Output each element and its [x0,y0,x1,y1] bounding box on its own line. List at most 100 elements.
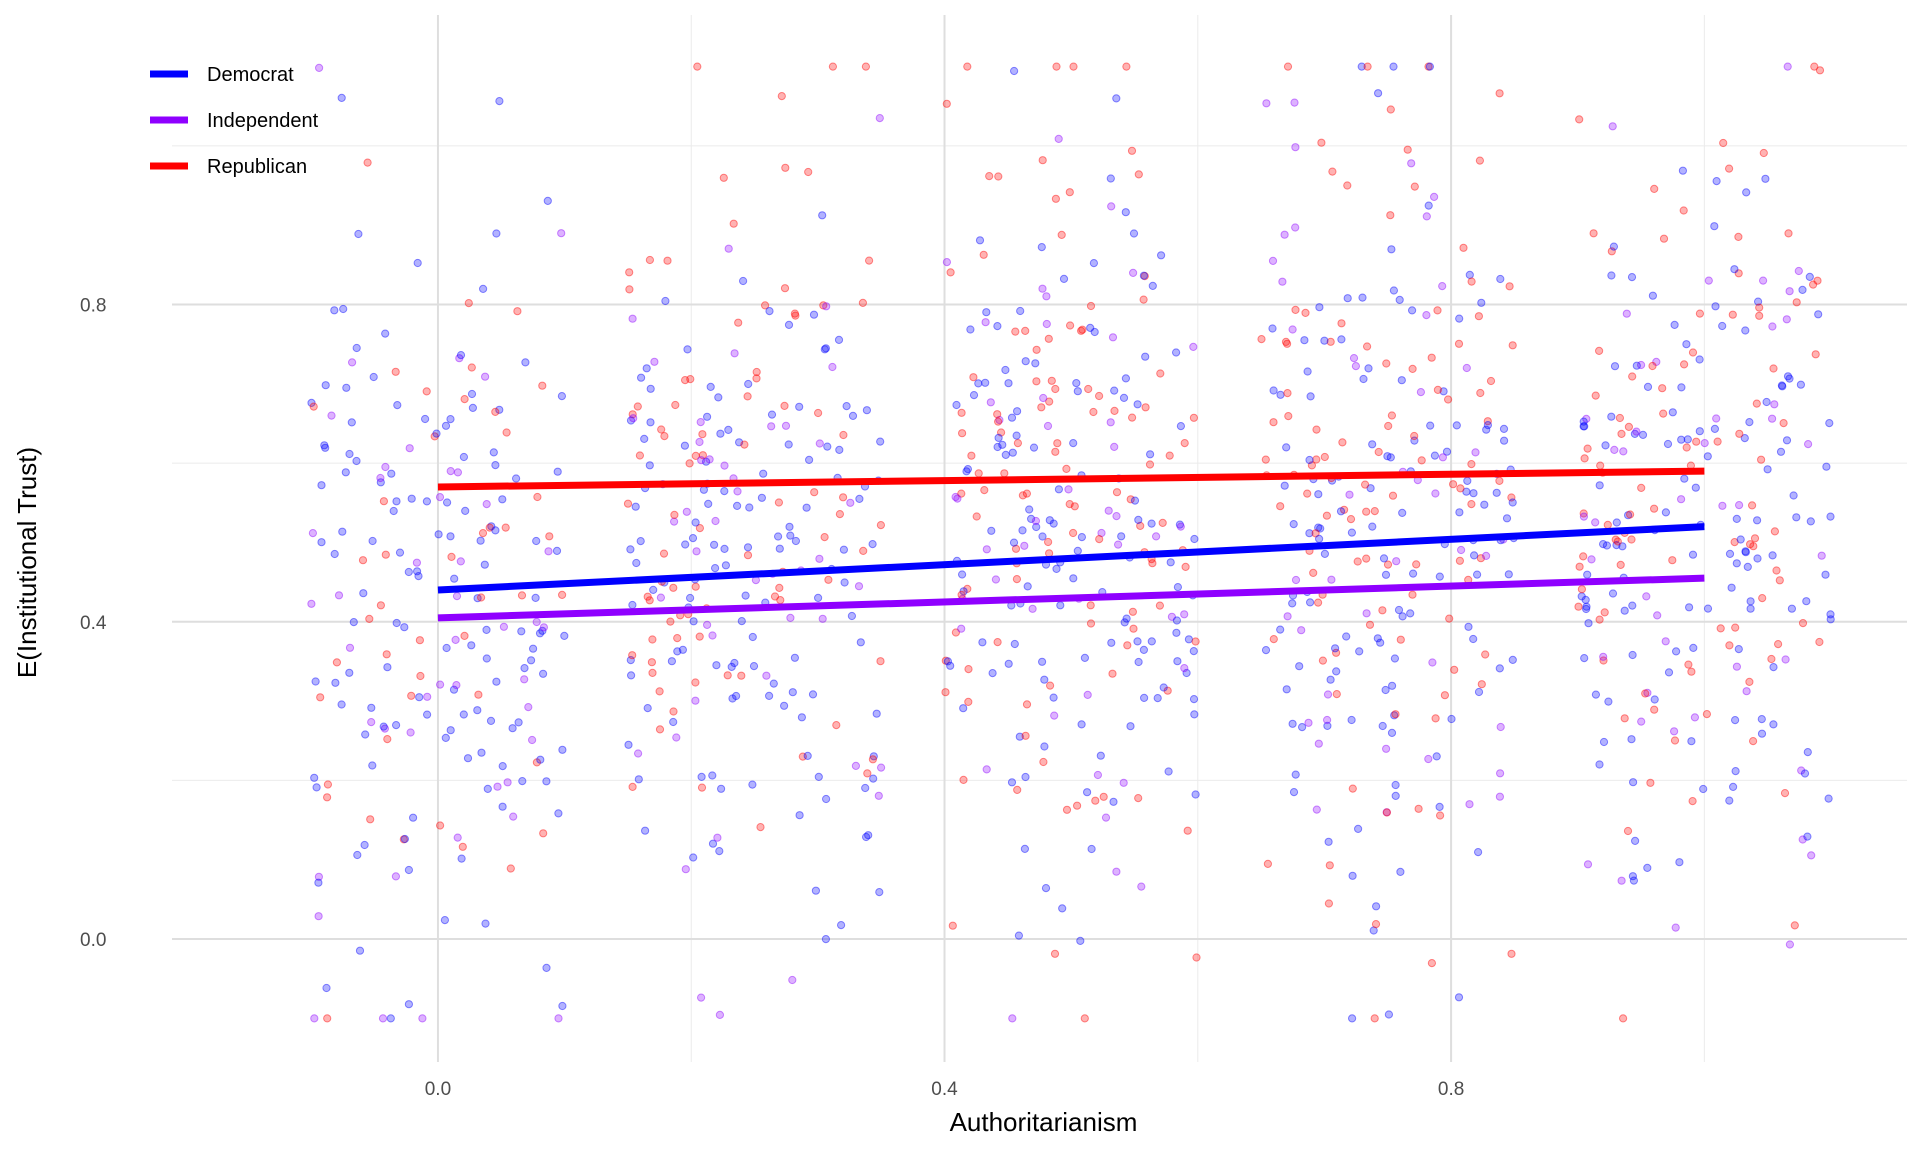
scatter-point-democrat [542,963,551,973]
scatter-point-democrat [626,656,635,665]
scatter-point-independent [412,558,421,567]
scatter-point-republican [1731,623,1740,632]
scatter-point-republican [1719,138,1728,148]
scatter-point-republican [1140,272,1149,281]
scatter-point-independent [818,614,827,623]
scatter-point-democrat [482,625,491,635]
scatter-point-independent [509,812,518,821]
scatter-point-republican [623,499,633,508]
scatter-point-democrat [869,774,878,783]
scatter-point-republican [1474,312,1484,321]
scatter-point-republican [1650,504,1659,513]
scatter-point-democrat [1473,570,1482,579]
scatter-point-republican [1077,326,1086,335]
scatter-point-democrat [642,364,651,373]
scatter-point-democrat [1732,514,1741,524]
scatter-point-republican [686,375,695,384]
scatter-point-democrat [1121,208,1130,217]
scatter-point-democrat [1727,583,1736,592]
scatter-point-democrat [1678,166,1688,175]
scatter-point-democrat [1583,570,1592,579]
scatter-point-republican [415,636,424,645]
scatter-point-democrat [795,402,804,411]
scatter-point-republican [695,524,705,533]
scatter-point-democrat [1741,547,1750,556]
scatter-point-republican [1128,607,1138,616]
scatter-point-independent [696,418,705,427]
scatter-point-democrat [1083,788,1092,797]
scatter-point-independent [348,358,357,367]
scatter-point-democrat [498,762,507,771]
scatter-point-independent [481,372,490,381]
scatter-point-democrat [1663,439,1673,449]
scatter-point-democrat [711,564,720,573]
scatter-point-democrat [1508,655,1517,665]
scatter-point-democrat [1435,802,1444,812]
scatter-point-democrat [811,886,821,895]
scatter-point-independent [982,545,991,554]
scatter-point-independent [692,547,701,556]
scatter-point-democrat [1126,722,1135,731]
scatter-point-independent [1587,555,1596,564]
scatter-point-democrat [1016,306,1025,316]
scatter-point-democrat [1398,508,1407,518]
scatter-point-democrat [1731,716,1740,725]
scatter-point-democrat [1014,931,1024,940]
scatter-point-independent [406,728,415,737]
scatter-point-republican [1396,635,1405,644]
scatter-point-democrat [1390,654,1400,663]
scatter-point-democrat [538,626,547,635]
scatter-point-democrat [1703,604,1713,613]
scatter-point-democrat [386,1014,395,1023]
scatter-point-independent [1297,626,1306,635]
scatter-point-democrat [1004,659,1013,668]
scatter-point-democrat [715,847,724,856]
y-tick-label: 0.0 [80,930,106,951]
scatter-point-democrat [1643,382,1653,391]
scatter-point-independent [1119,778,1128,787]
scatter-point-republican [501,523,510,532]
scatter-point-independent [1457,545,1466,555]
scatter-point-democrat [994,433,1003,442]
scatter-point-republican [669,583,678,592]
scatter-point-independent [953,494,962,503]
scatter-point-independent [730,349,739,358]
scatter-point-democrat [1608,589,1618,598]
x-tick-label: 0.0 [425,1079,451,1100]
scatter-point-independent [1661,637,1670,646]
scatter-point-democrat [1117,532,1126,541]
scatter-point-democrat [1106,174,1115,183]
scatter-point-republican [1758,594,1767,603]
scatter-point-republican [1039,757,1048,767]
scatter-point-independent [1431,489,1440,498]
scatter-point-republican [1044,334,1053,343]
scatter-point-republican [752,374,761,383]
scatter-point-republican [1790,921,1799,930]
scatter-point-republican [1086,619,1096,628]
scatter-point-democrat [321,443,330,452]
scatter-point-republican [1623,826,1633,836]
scatter-point-republican [1123,641,1132,650]
scatter-point-republican [464,299,473,308]
scatter-point-democrat [553,467,562,476]
scatter-point-republican [1613,537,1622,546]
scatter-point-republican [993,410,1002,419]
scatter-point-republican [876,657,885,666]
scatter-point-democrat [369,372,378,382]
scatter-point-republican [1749,737,1758,746]
scatter-point-independent [1608,122,1617,131]
scatter-point-democrat [1391,780,1400,790]
scatter-point-democrat [1753,516,1762,525]
scatter-point-independent [1817,551,1826,560]
scatter-point-democrat [337,700,346,709]
scatter-point-democrat [1276,390,1285,399]
scatter-point-independent [1632,427,1641,436]
scatter-point-republican [1180,439,1189,448]
scatter-point-republican [1417,456,1426,465]
tick-labels: 0.0 0.4 0.8 0.0 0.4 0.8 [80,296,1464,1100]
scatter-point-republican [1332,648,1341,657]
scatter-point-democrat [1595,481,1604,490]
scatter-point-republican [1641,689,1650,698]
